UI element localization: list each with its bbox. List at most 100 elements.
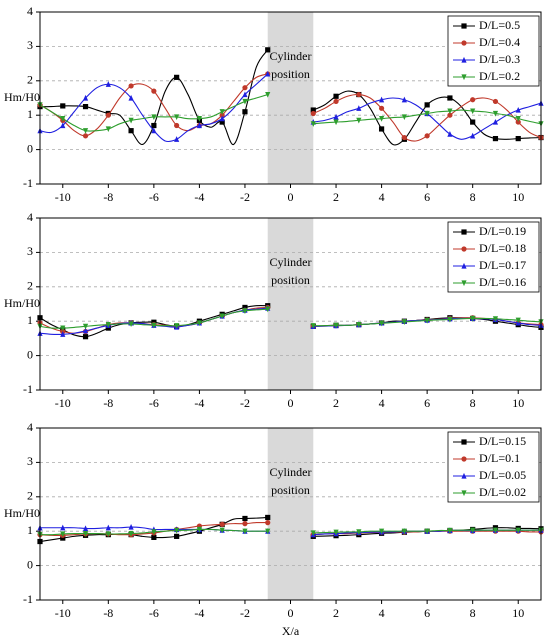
x-tick-label: 8 — [470, 606, 476, 620]
x-tick-label: 6 — [424, 606, 430, 620]
marker — [82, 327, 89, 334]
marker — [333, 322, 339, 329]
marker — [515, 317, 521, 324]
cylinder-region — [267, 12, 314, 184]
marker — [424, 317, 430, 324]
marker — [492, 527, 499, 534]
marker — [492, 98, 499, 105]
marker — [151, 529, 157, 535]
marker — [242, 109, 248, 115]
x-tick-label: -2 — [240, 396, 250, 410]
legend-label: D/L=0.02 — [479, 485, 526, 499]
marker — [196, 526, 203, 533]
legend-label: D/L=0.4 — [479, 35, 520, 49]
marker — [447, 95, 453, 101]
marker — [265, 47, 271, 53]
y-tick-label: 0 — [27, 347, 33, 361]
marker — [310, 107, 316, 113]
marker — [174, 122, 180, 129]
annotation: Cylinder — [270, 465, 312, 479]
marker — [151, 114, 157, 121]
marker — [60, 103, 66, 109]
marker — [424, 110, 430, 117]
annotation: position — [271, 67, 310, 81]
marker — [128, 531, 134, 537]
marker — [196, 320, 203, 327]
annotation: Cylinder — [270, 255, 312, 269]
x-tick-label: -10 — [55, 606, 71, 620]
marker — [310, 530, 316, 537]
marker — [82, 133, 89, 139]
annotation: Cylinder — [270, 49, 312, 63]
y-tick-label: 1 — [27, 107, 33, 121]
marker — [492, 135, 499, 142]
marker — [333, 119, 339, 126]
marker — [470, 315, 476, 322]
marker — [82, 525, 89, 532]
x-tick-label: 2 — [333, 606, 339, 620]
legend-marker — [461, 472, 467, 479]
y-tick-label: 2 — [27, 489, 33, 503]
marker — [378, 528, 385, 535]
marker — [60, 524, 66, 531]
marker — [470, 108, 476, 115]
marker — [447, 316, 453, 323]
marker — [174, 533, 180, 539]
legend-marker — [461, 56, 467, 63]
marker — [82, 128, 89, 134]
x-axis-label: X/a — [282, 624, 300, 638]
x-tick-label: -10 — [55, 396, 71, 410]
marker — [356, 529, 362, 535]
marker — [424, 528, 430, 535]
x-tick-label: 0 — [288, 396, 294, 410]
x-tick-label: -4 — [194, 190, 204, 204]
legend-label: D/L=0.05 — [479, 468, 526, 482]
marker — [265, 520, 271, 526]
marker — [356, 322, 362, 328]
marker — [447, 108, 453, 115]
cylinder-region — [267, 218, 314, 390]
marker — [515, 527, 521, 534]
marker — [60, 531, 66, 538]
y-tick-label: 3 — [27, 38, 33, 52]
y-tick-label: 2 — [27, 73, 33, 87]
x-tick-label: -6 — [149, 190, 159, 204]
marker — [151, 122, 157, 129]
y-tick-label: -1 — [23, 382, 33, 396]
x-tick-label: 6 — [424, 396, 430, 410]
marker — [470, 119, 476, 125]
legend-label: D/L=0.15 — [479, 434, 526, 448]
marker — [242, 528, 248, 535]
marker — [82, 531, 89, 537]
x-tick-label: -10 — [55, 190, 71, 204]
marker — [151, 534, 157, 540]
marker — [242, 85, 248, 91]
marker — [174, 74, 180, 80]
marker — [105, 531, 111, 538]
marker — [242, 98, 248, 105]
x-tick-label: 10 — [512, 606, 524, 620]
marker — [401, 114, 407, 121]
annotation: position — [271, 483, 310, 497]
marker — [492, 316, 499, 322]
marker — [401, 319, 407, 325]
marker — [470, 527, 476, 534]
x-tick-label: -8 — [103, 606, 113, 620]
marker — [128, 83, 134, 89]
y-tick-label: 3 — [27, 454, 33, 468]
marker — [265, 70, 271, 77]
x-tick-label: -2 — [240, 606, 250, 620]
marker — [470, 97, 476, 103]
y-tick-label: 4 — [27, 4, 33, 18]
marker — [333, 93, 339, 99]
x-tick-label: -8 — [103, 396, 113, 410]
marker — [242, 91, 248, 98]
x-tick-label: -6 — [149, 396, 159, 410]
marker — [196, 122, 203, 129]
marker — [219, 313, 225, 320]
marker — [424, 133, 430, 139]
marker — [82, 94, 89, 101]
y-tick-label: 1 — [27, 313, 33, 327]
legend-label: D/L=0.5 — [479, 18, 520, 32]
y-axis-label: Hm/H0 — [4, 296, 40, 310]
